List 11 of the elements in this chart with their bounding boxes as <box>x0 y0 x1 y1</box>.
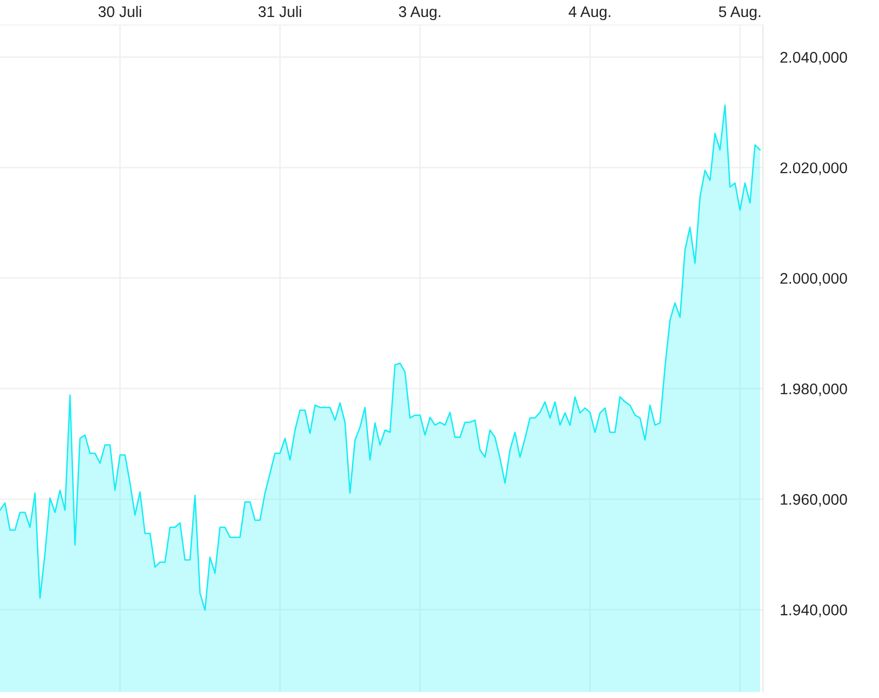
y-tick-label: 2.040,000 <box>780 52 848 65</box>
x-tick-label: 4 Aug. <box>568 6 610 20</box>
y-tick-label: 2.000,000 <box>780 272 848 286</box>
y-tick-label: 1.960,000 <box>780 494 848 507</box>
y-tick-label: 1.940,000 <box>780 604 848 618</box>
y-tick-label: 2.020,000 <box>780 162 848 176</box>
x-tick-label: 3 Aug. <box>398 6 440 20</box>
x-tick-label: 31 Juli <box>258 6 302 18</box>
x-tick-label: 5 Aug. <box>718 6 760 20</box>
x-tick-label: 30 Juli <box>98 6 142 18</box>
y-tick-label: 1.980,000 <box>780 383 848 396</box>
